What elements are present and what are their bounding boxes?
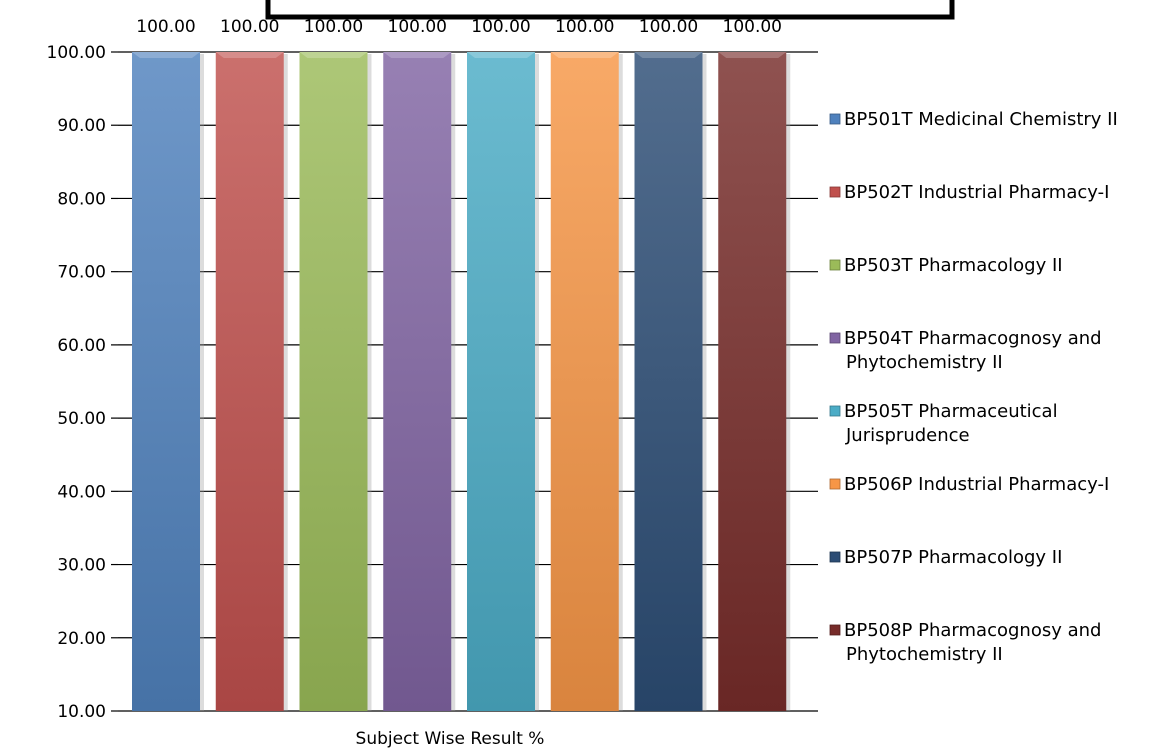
y-tick-label: 50.00 [57,409,106,429]
bar [299,52,368,711]
y-axis: 10.00 20.00 30.00 40.00 50.00 60.00 70.00 80.00… [47,43,118,722]
y-tick-label: 90.00 [57,116,106,136]
legend-label: BP502T Industrial Pharmacy-I [844,182,1109,203]
data-labels: 100.00 100.00 100.00 100.00 100.00 100.00 100.… [136,17,782,37]
legend-label: BP504T Pharmacognosy and Phytochemistry I… [844,328,1102,373]
bar-cap [383,52,452,58]
bar [550,52,619,711]
y-tick-label: 80.00 [57,189,106,209]
legend-label: BP503T Pharmacology II [844,255,1063,276]
bar-cap [634,52,703,58]
legend-label: BP505T Pharmaceutical Jurisprudence [844,401,1058,446]
legend-label: BP508P Pharmacognosy and Phytochemistry I… [844,620,1101,665]
bar [467,52,535,711]
legend-swatch [829,186,841,198]
bar-cap [550,52,619,58]
legend-swatch [829,113,841,125]
legend-label: BP507P Pharmacology II [844,547,1062,568]
y-tick-label: 40.00 [57,482,106,502]
y-tick-label: 20.00 [57,629,106,649]
bar [215,52,284,711]
data-label: 100.00 [555,17,614,37]
x-axis-label: Subject Wise Result % [356,729,545,749]
data-label: 100.00 [304,17,363,37]
legend-swatch [829,405,841,417]
data-label: 100.00 [388,17,447,37]
legend-swatch [829,259,841,271]
bar [634,52,703,711]
y-tick-label: 100.00 [47,43,106,63]
legend-swatch [829,551,841,563]
data-label: 100.00 [136,17,195,37]
bar-cap [718,52,787,58]
legend-swatch [829,624,841,636]
legend: BP501T Medicinal Chemistry II BP502T Indu… [829,109,1118,665]
bar [132,52,200,711]
data-label: 100.00 [471,17,530,37]
bar-cap [215,52,284,58]
y-tick-label: 70.00 [57,263,106,283]
bar-cap [132,52,200,58]
bars [132,52,791,711]
data-label: 100.00 [220,17,279,37]
title-box [265,0,955,20]
legend-label: BP501T Medicinal Chemistry II [844,109,1118,130]
y-tick-label: 30.00 [57,556,106,576]
bar-cap [299,52,368,58]
legend-swatch [829,332,841,344]
y-tick-label: 60.00 [57,336,106,356]
data-label: 100.00 [723,17,782,37]
bar [383,52,452,711]
bar-cap [467,52,535,58]
y-tick-label: 10.00 [57,702,106,722]
legend-swatch [829,478,841,490]
data-label: 100.00 [639,17,698,37]
legend-label: BP506P Industrial Pharmacy-I [844,474,1109,495]
bar [718,52,787,711]
